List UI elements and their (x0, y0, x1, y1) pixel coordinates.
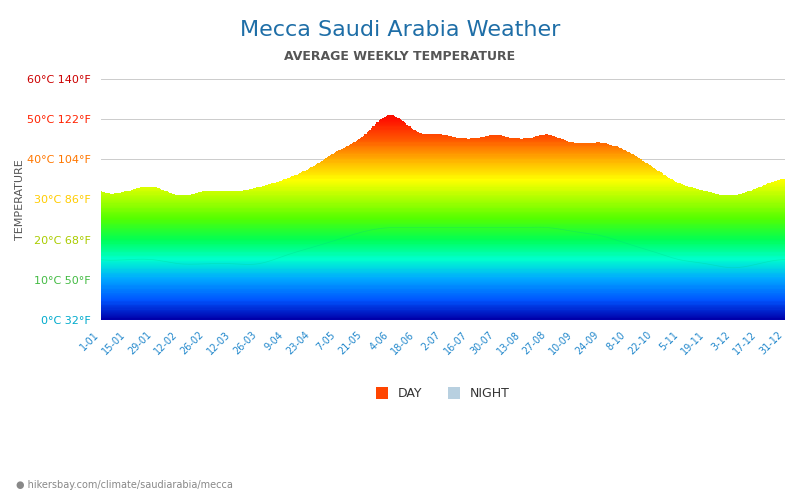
Text: AVERAGE WEEKLY TEMPERATURE: AVERAGE WEEKLY TEMPERATURE (285, 50, 515, 63)
Text: Mecca Saudi Arabia Weather: Mecca Saudi Arabia Weather (240, 20, 560, 40)
Text: ● hikersbay.com/climate/saudiarabia/mecca: ● hikersbay.com/climate/saudiarabia/mecc… (16, 480, 233, 490)
Y-axis label: TEMPERATURE: TEMPERATURE (15, 159, 25, 240)
Legend: DAY, NIGHT: DAY, NIGHT (370, 382, 515, 406)
